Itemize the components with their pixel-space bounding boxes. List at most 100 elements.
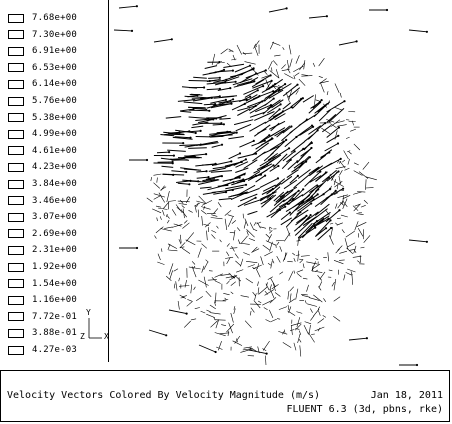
velocity-vector <box>265 79 271 90</box>
velocity-vector <box>360 205 366 208</box>
velocity-vector <box>265 240 277 246</box>
velocity-vector <box>156 177 158 183</box>
velocity-vector <box>159 216 162 220</box>
velocity-vector <box>235 167 249 173</box>
velocity-vector <box>315 258 319 261</box>
velocity-vector <box>347 242 356 248</box>
velocity-vector <box>219 332 230 335</box>
velocity-vector <box>296 203 312 215</box>
velocity-vector <box>224 161 242 167</box>
velocity-vector <box>155 226 164 234</box>
velocity-vector <box>296 215 307 224</box>
velocity-vector <box>264 289 275 296</box>
velocity-vector <box>282 252 288 262</box>
velocity-vector <box>179 246 185 249</box>
velocity-vector <box>206 313 216 318</box>
velocity-vector <box>191 125 204 129</box>
velocity-vector <box>293 270 295 274</box>
velocity-vector <box>177 182 190 185</box>
velocity-vector <box>216 346 223 350</box>
velocity-vector <box>319 82 325 93</box>
velocity-vector <box>206 230 208 241</box>
velocity-vector <box>210 170 233 173</box>
velocity-vector <box>255 104 272 113</box>
vector-head <box>285 7 288 10</box>
velocity-vector <box>330 171 338 181</box>
velocity-vector <box>232 54 236 61</box>
vector-head <box>135 5 138 8</box>
velocity-vector <box>336 185 339 190</box>
velocity-vector <box>331 281 335 287</box>
velocity-vector <box>312 211 331 225</box>
velocity-vector <box>198 279 209 286</box>
legend-value: 1.92e+00 <box>32 262 77 272</box>
velocity-vector <box>282 47 285 51</box>
velocity-vector <box>283 179 298 190</box>
velocity-vector <box>274 178 286 187</box>
velocity-vector <box>296 273 302 278</box>
velocity-vector <box>257 281 259 286</box>
velocity-vector <box>333 296 341 302</box>
velocity-vector <box>260 256 264 266</box>
velocity-vector <box>245 94 258 102</box>
velocity-vector <box>271 84 277 90</box>
velocity-vector <box>188 147 207 149</box>
velocity-vector <box>316 162 333 173</box>
legend-swatch <box>8 146 24 156</box>
vector-head <box>224 191 228 194</box>
velocity-vector <box>244 218 249 227</box>
velocity-vector <box>300 155 310 165</box>
velocity-vector <box>243 159 258 169</box>
velocity-vector <box>243 252 251 256</box>
vector-head <box>252 68 255 71</box>
velocity-vector <box>289 201 304 216</box>
velocity-vector <box>200 310 206 314</box>
velocity-vector <box>188 116 209 119</box>
legend-value: 3.07e+00 <box>32 212 77 223</box>
velocity-vector <box>262 184 276 192</box>
legend-entry: 3.84e+00 <box>8 177 77 191</box>
vector-head <box>319 101 322 104</box>
vector-head <box>343 100 346 103</box>
velocity-vector <box>196 296 203 301</box>
velocity-vector <box>183 320 191 328</box>
velocity-vector <box>227 179 244 185</box>
legend-entry: 4.99e+00 <box>8 127 77 141</box>
velocity-vector <box>326 91 329 96</box>
velocity-vector <box>303 324 309 335</box>
legend-swatch <box>8 13 24 23</box>
velocity-vector <box>193 286 196 290</box>
velocity-vector <box>215 292 217 304</box>
velocity-vector <box>330 123 337 128</box>
vector-head <box>185 312 188 315</box>
velocity-vector <box>203 223 210 227</box>
velocity-vector <box>324 209 330 216</box>
velocity-vector <box>255 267 261 278</box>
velocity-vector <box>338 160 342 164</box>
vector-head <box>205 153 208 156</box>
vector-head <box>282 140 285 143</box>
vector-head <box>290 125 293 128</box>
vector-head <box>296 83 299 86</box>
velocity-vector <box>288 306 292 314</box>
legend-value: 4.61e+00 <box>32 145 77 156</box>
velocity-vector <box>299 330 301 335</box>
velocity-vector <box>282 84 298 97</box>
velocity-vector <box>326 135 339 144</box>
velocity-vector <box>278 306 288 310</box>
velocity-vector <box>191 261 196 265</box>
velocity-vector <box>300 294 308 296</box>
velocity-vector <box>336 217 341 219</box>
velocity-vector <box>365 179 367 190</box>
velocity-vector <box>288 44 292 55</box>
vector-head <box>171 162 174 165</box>
velocity-vector <box>317 318 325 324</box>
velocity-vector <box>321 127 331 135</box>
velocity-vector <box>307 130 318 140</box>
velocity-vector <box>342 195 351 200</box>
velocity-vector <box>180 110 192 113</box>
axis-triad-lines <box>88 318 102 339</box>
velocity-vector <box>257 300 262 304</box>
velocity-vector <box>333 315 341 322</box>
velocity-vector <box>319 271 326 280</box>
